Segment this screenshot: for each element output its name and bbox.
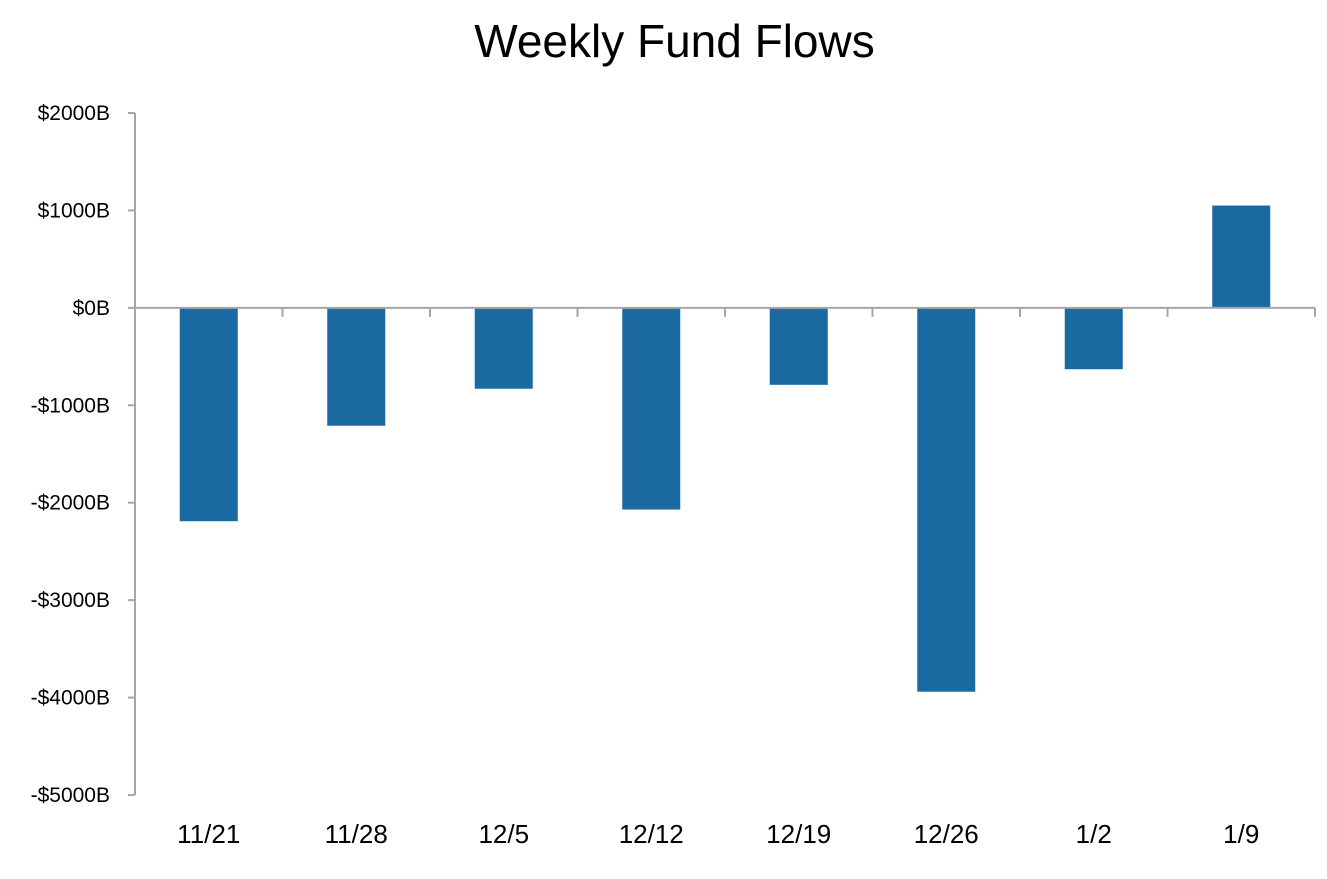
bar-12-19 (769, 307, 828, 385)
x-tick-label: 11/28 (325, 819, 388, 849)
y-tick-label: -$5000B (31, 784, 110, 807)
x-tick-label: 12/5 (478, 819, 529, 849)
x-tick-label: 1/2 (1076, 819, 1112, 849)
x-tick-label: 12/26 (914, 819, 979, 849)
bar-12-5 (474, 307, 533, 389)
bar-12-26 (917, 307, 976, 692)
bar-1-2 (1064, 307, 1123, 370)
bar-11-28 (327, 307, 386, 426)
x-tick-label: 12/12 (619, 819, 684, 849)
y-tick-label: -$4000B (31, 687, 110, 710)
x-tick-label: 11/21 (177, 819, 240, 849)
bar-1-9 (1212, 205, 1271, 308)
y-tick-label: -$2000B (31, 492, 110, 515)
x-tick-label: 12/19 (766, 819, 831, 849)
y-tick-label: $2000B (38, 102, 110, 125)
y-tick-label: $0B (73, 297, 110, 320)
bar-12-12 (622, 307, 681, 510)
x-tick-label: 1/9 (1223, 819, 1259, 849)
bar-11-21 (179, 307, 238, 522)
y-tick-label: -$3000B (31, 589, 110, 612)
y-tick-label: $1000B (38, 199, 110, 222)
chart-title: Weekly Fund Flows (474, 15, 875, 67)
y-tick-label: -$1000B (31, 394, 110, 417)
